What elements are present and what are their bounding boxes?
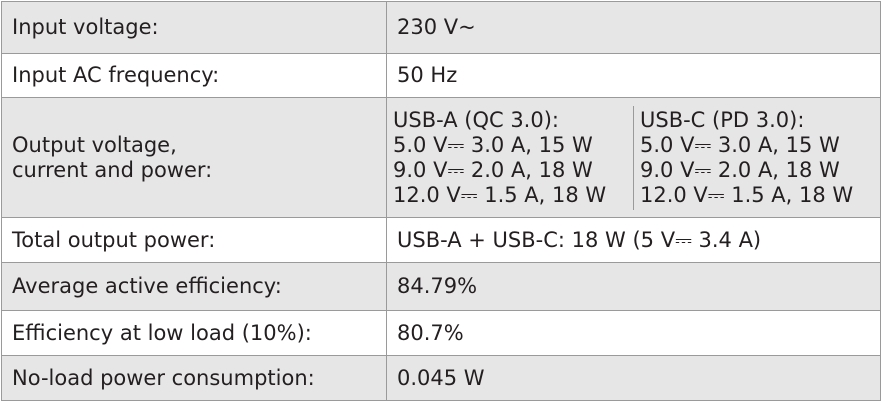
label-cell: Input voltage: <box>1 1 387 54</box>
label: Output voltage, <box>12 132 177 157</box>
label: Input voltage: <box>12 15 159 39</box>
label-cell: Average active efficiency: <box>1 262 387 311</box>
value-cell: 80.7% <box>386 310 881 356</box>
value: 230 V~ <box>397 15 476 39</box>
output-title: USB-C (PD 3.0): <box>640 107 805 132</box>
row: Input AC frequency: 50 Hz <box>1 53 881 98</box>
row: Input voltage: 230 V~ <box>1 1 881 54</box>
output-column: USB-C (PD 3.0): 5.0 V⎓ 3.0 A, 15 W 9.0 V⎓ … <box>633 105 880 210</box>
output-title: USB-A (QC 3.0): <box>393 107 559 132</box>
label-cell: Efficiency at low load (10%): <box>1 310 387 356</box>
output-line: 5.0 V⎓ 3.0 A, 15 W <box>393 132 593 157</box>
row: No-load power consumption: 0.045 W <box>1 355 881 401</box>
value-cell: 230 V~ <box>386 1 881 54</box>
output-line: 9.0 V⎓ 2.0 A, 18 W <box>393 157 593 182</box>
row: Average active efficiency: 84.79% <box>1 262 881 311</box>
value-cell: 84.79% <box>386 262 881 311</box>
label: Average active efficiency: <box>12 274 282 298</box>
value: 84.79% <box>397 274 478 298</box>
label-cell: Input AC frequency: <box>1 53 387 98</box>
output-line: 12.0 V⎓ 1.5 A, 18 W <box>640 182 854 207</box>
label: Efficiency at low load (10%): <box>12 320 312 345</box>
row: Output voltage, current and power: USB-A (… <box>1 97 881 218</box>
label-cell: Output voltage, current and power: <box>1 97 387 218</box>
row: Efficiency at low load (10%): 80.7% <box>1 310 881 356</box>
value-cell: USB-A + USB-C: 18 W (5 V⎓ 3.4 A) <box>386 217 881 263</box>
label: current and power: <box>12 157 213 182</box>
output-line: 9.0 V⎓ 2.0 A, 18 W <box>640 157 840 182</box>
value: USB-A + USB-C: 18 W (5 V⎓ 3.4 A) <box>397 227 762 252</box>
value: 50 Hz <box>397 63 458 87</box>
label: Input AC frequency: <box>12 63 220 87</box>
value-cell: 50 Hz <box>386 53 881 98</box>
output-line: 12.0 V⎓ 1.5 A, 18 W <box>393 182 607 207</box>
label-cell: No-load power consumption: <box>1 355 387 401</box>
label: Total output power: <box>12 227 216 252</box>
value-cell: 0.045 W <box>386 355 881 401</box>
row: Total output power: USB-A + USB-C: 18 W (… <box>1 217 881 263</box>
label: No-load power consumption: <box>12 365 315 390</box>
value-cell: USB-A (QC 3.0): 5.0 V⎓ 3.0 A, 15 W 9.0 V⎓ … <box>386 97 881 218</box>
value: 80.7% <box>397 320 464 345</box>
label-cell: Total output power: <box>1 217 387 263</box>
output-line: 5.0 V⎓ 3.0 A, 15 W <box>640 132 840 157</box>
output-column: USB-A (QC 3.0): 5.0 V⎓ 3.0 A, 15 W 9.0 V⎓ … <box>393 106 633 210</box>
value: 0.045 W <box>397 365 485 390</box>
sub-columns: USB-A (QC 3.0): 5.0 V⎓ 3.0 A, 15 W 9.0 V⎓ … <box>393 105 880 210</box>
